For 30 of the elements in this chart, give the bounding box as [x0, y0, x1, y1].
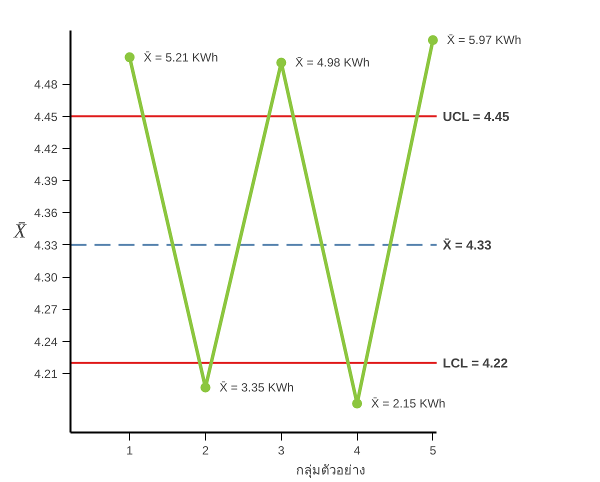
x-tick-label: 4: [354, 444, 361, 458]
point: [428, 35, 438, 46]
y-tick-label: 4.24: [34, 334, 58, 349]
x-tick-label: 2: [202, 444, 210, 458]
annotation: X̄ = 5.97 KWh: [446, 33, 522, 48]
point: [200, 382, 210, 392]
ref-line-label: X̄ = 4.33: [442, 237, 492, 252]
point: [124, 52, 135, 62]
ref-line-label: LCL = 4.22: [442, 355, 508, 370]
point: [352, 398, 362, 409]
y-tick-label: 4.27: [34, 302, 58, 317]
ref-line-label: UCL = 4.45: [442, 108, 510, 124]
annotation: X̄ = 2.15 KWh: [371, 396, 446, 411]
x-tick-label: 3: [278, 444, 285, 458]
x-tick-label: 1: [126, 444, 134, 458]
y-tick-label: 4.30: [34, 270, 58, 285]
y-tick-label: 4.33: [34, 238, 58, 252]
y-tick-label: 4.21: [34, 367, 58, 382]
x-axis-title: กลุ่มตัวอย่าง: [296, 462, 365, 478]
annotation: X̄ = 5.21 KWh: [144, 50, 218, 64]
point: [276, 58, 286, 68]
y-axis-title: X̄: [12, 220, 27, 242]
annotation: X̄ = 3.35 KWh: [219, 380, 294, 394]
y-tick-label: 4.48: [34, 78, 58, 92]
y-tick-label: 4.45: [34, 110, 58, 124]
y-tick-label: 4.42: [34, 142, 58, 156]
y-tick-label: 4.39: [34, 174, 58, 188]
annotation: X̄ = 4.98 KWh: [295, 56, 370, 70]
y-tick-label: 4.36: [34, 206, 58, 220]
x-tick-label: 5: [430, 444, 437, 458]
